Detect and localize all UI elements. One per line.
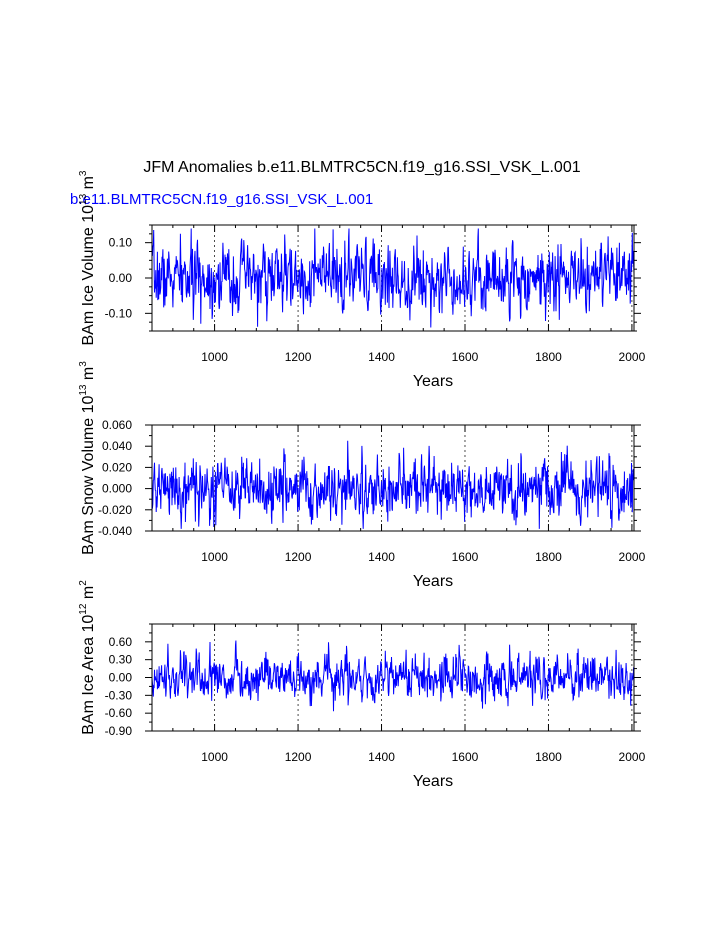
y-tick-label: 0.040 bbox=[102, 439, 132, 453]
x-tick-label: 1000 bbox=[201, 750, 228, 764]
figure-title: JFM Anomalies b.e11.BLMTRC5CN.f19_g16.SS… bbox=[143, 159, 580, 176]
x-tick-label: 2000 bbox=[619, 550, 646, 564]
panel-ice-volume: 1000 1200 1400 1600 1800 2000 -0.10 0.00 0.10 Yea… bbox=[78, 170, 646, 390]
y-tick-label: 0.00 bbox=[109, 671, 133, 685]
x-tick-label: 1200 bbox=[285, 750, 312, 764]
y-axis-title: BAm Ice Volume 1013 m3 bbox=[78, 170, 97, 345]
y-tick-label: -0.60 bbox=[105, 706, 133, 720]
x-axis-title: Years bbox=[413, 773, 453, 790]
panels-group: 1000 1200 1400 1600 1800 2000 -0.10 0.00 0.10 Yea… bbox=[78, 170, 646, 790]
x-tick-label: 1200 bbox=[285, 350, 312, 364]
y-tick-label: 0.00 bbox=[109, 271, 133, 285]
panel-ice-area: 1000 1200 1400 1600 1800 2000 -0.90 -0.60 -0.30 0… bbox=[78, 580, 646, 790]
x-tick-label: 1000 bbox=[201, 550, 228, 564]
x-tick-label: 1800 bbox=[535, 750, 562, 764]
y-axis-title: BAm Ice Area 1012 m2 bbox=[78, 580, 97, 735]
y-tick-label: -0.040 bbox=[98, 524, 132, 538]
x-tick-label: 1200 bbox=[285, 550, 312, 564]
x-tick-label: 1600 bbox=[452, 350, 479, 364]
series-line-ice-area bbox=[151, 640, 635, 712]
y-tick-label: -0.10 bbox=[105, 306, 133, 320]
y-tick-label: -0.020 bbox=[98, 503, 132, 517]
series-line-ice-volume bbox=[151, 228, 635, 328]
y-tick-label: -0.90 bbox=[105, 724, 133, 738]
y-tick-label: 0.30 bbox=[109, 653, 133, 667]
x-tick-label: 1400 bbox=[368, 350, 395, 364]
panel-snow-volume: 1000 1200 1400 1600 1800 2000 -0.040 -0.020 0.00… bbox=[78, 361, 646, 590]
x-tick-label: 1400 bbox=[368, 550, 395, 564]
x-axis-title: Years bbox=[413, 573, 453, 590]
x-tick-label: 1800 bbox=[535, 550, 562, 564]
x-tick-label: 2000 bbox=[619, 750, 646, 764]
x-tick-label: 2000 bbox=[619, 350, 646, 364]
x-tick-label: 1000 bbox=[201, 350, 228, 364]
figure-subtitle: b.e11.BLMTRC5CN.f19_g16.SSI_VSK_L.001 bbox=[70, 191, 373, 208]
x-tick-label: 1800 bbox=[535, 350, 562, 364]
y-tick-label: 0.60 bbox=[109, 635, 133, 649]
series-line-snow-volume bbox=[151, 440, 635, 529]
y-tick-label: 0.020 bbox=[102, 460, 132, 474]
x-axis-title: Years bbox=[413, 373, 453, 390]
y-axis-title: BAm Snow Volume 1013 m3 bbox=[78, 361, 97, 555]
y-tick-label: -0.30 bbox=[105, 688, 133, 702]
x-tick-label: 1600 bbox=[452, 550, 479, 564]
x-tick-label: 1400 bbox=[368, 750, 395, 764]
y-tick-label: 0.060 bbox=[102, 418, 132, 432]
x-tick-label: 1600 bbox=[452, 750, 479, 764]
y-tick-label: 0.10 bbox=[109, 236, 133, 250]
y-tick-label: 0.000 bbox=[102, 482, 132, 496]
